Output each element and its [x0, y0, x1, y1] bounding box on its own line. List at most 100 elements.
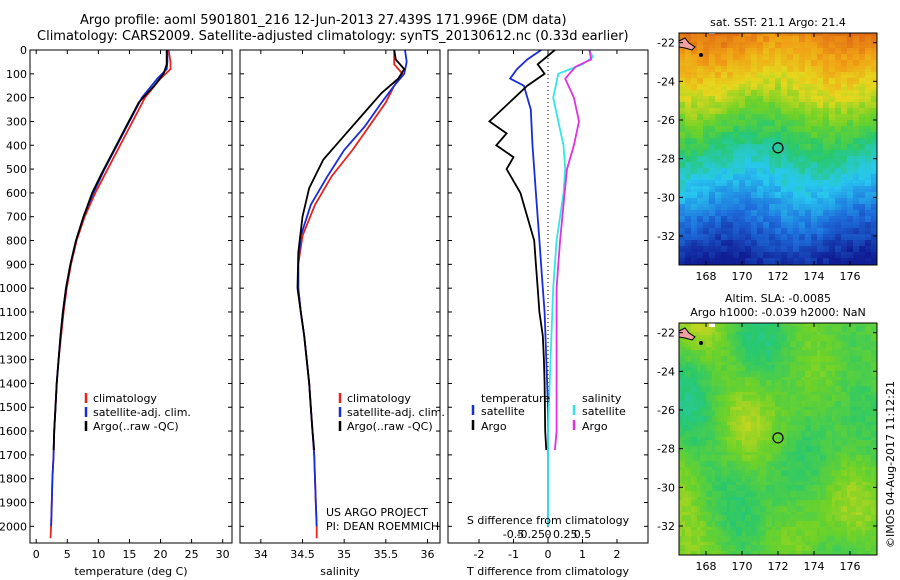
- map-cell: [823, 228, 827, 232]
- map-cell: [751, 186, 755, 190]
- map-cell: [781, 45, 785, 49]
- map-cell: [715, 108, 719, 112]
- map-cell: [688, 117, 692, 121]
- map-cell: [862, 204, 866, 208]
- map-cell: [706, 114, 710, 118]
- map-cell: [709, 189, 713, 193]
- map-cell: [796, 36, 800, 40]
- map-cell: [829, 72, 833, 76]
- map-cell: [715, 237, 719, 241]
- map-cell: [805, 234, 809, 238]
- map-cell: [760, 183, 764, 187]
- map-cell: [712, 237, 716, 241]
- map-cell: [688, 210, 692, 214]
- map-cell: [718, 99, 722, 103]
- map-cell: [697, 129, 701, 133]
- map-cell: [733, 189, 737, 193]
- map-cell: [868, 144, 872, 148]
- map-cell: [817, 42, 821, 46]
- map-cell: [844, 156, 848, 160]
- map-cell: [781, 66, 785, 70]
- map-cell: [808, 258, 812, 262]
- map-cell: [823, 237, 827, 241]
- map-cell: [709, 93, 713, 97]
- map-cell: [775, 39, 779, 43]
- map-cell: [745, 192, 749, 196]
- map-cell: [832, 228, 836, 232]
- map-cell: [706, 195, 710, 199]
- map-cell: [787, 60, 791, 64]
- map-cell: [685, 183, 689, 187]
- map-cell: [757, 45, 761, 49]
- map-cell: [733, 102, 737, 106]
- map-cell: [826, 102, 830, 106]
- map-cell: [691, 144, 695, 148]
- map-cell: [739, 192, 743, 196]
- map-cell: [820, 189, 824, 193]
- map-cell: [838, 231, 842, 235]
- map-cell: [787, 69, 791, 73]
- map-cell: [793, 243, 797, 247]
- map-cell: [745, 240, 749, 244]
- map-cell: [730, 90, 734, 94]
- map-cell: [790, 81, 794, 85]
- map-cell: [871, 111, 875, 115]
- map-cell: [745, 45, 749, 49]
- map-cell: [835, 237, 839, 241]
- map-cell: [721, 216, 725, 220]
- map-cell: [754, 39, 758, 43]
- map-cell: [706, 135, 710, 139]
- map-cell: [817, 102, 821, 106]
- map-cell: [691, 129, 695, 133]
- map-cell: [865, 138, 869, 142]
- map-cell: [703, 96, 707, 100]
- map-cell: [856, 105, 860, 109]
- map-cell: [697, 240, 701, 244]
- map-cell: [793, 219, 797, 223]
- map-cell: [748, 222, 752, 226]
- map-cell: [703, 192, 707, 196]
- map-cell: [706, 51, 710, 55]
- map-cell: [709, 90, 713, 94]
- map-cell: [874, 108, 877, 112]
- map-cell: [703, 189, 707, 193]
- map-cell: [703, 36, 707, 40]
- map-cell: [769, 201, 773, 205]
- map-cell: [748, 66, 752, 70]
- map-cell: [727, 123, 731, 127]
- map-cell: [685, 51, 689, 55]
- map-cell: [739, 114, 743, 118]
- map-cell: [787, 240, 791, 244]
- map-cell: [748, 132, 752, 136]
- map-cell: [754, 192, 758, 196]
- map-cell: [736, 228, 740, 232]
- map-cell: [874, 99, 877, 103]
- map-cell: [796, 99, 800, 103]
- map-cell: [760, 99, 764, 103]
- map-cell: [712, 78, 716, 82]
- map-cell: [799, 93, 803, 97]
- map-cell: [715, 255, 719, 259]
- map-cell: [859, 72, 863, 76]
- map-cell: [808, 159, 812, 163]
- map-cell: [760, 48, 764, 52]
- map-cell: [865, 87, 869, 91]
- map-cell: [775, 84, 779, 88]
- map-cell: [841, 120, 845, 124]
- map-cell: [760, 201, 764, 205]
- map-cell: [826, 213, 830, 217]
- map-cell: [751, 228, 755, 232]
- map-cell: [712, 198, 716, 202]
- map-cell: [721, 240, 725, 244]
- map-cell: [871, 252, 875, 256]
- map-cell: [682, 201, 686, 205]
- map-cell: [850, 249, 854, 253]
- map-cell: [694, 231, 698, 235]
- map-cell: [826, 60, 830, 64]
- map-cell: [790, 39, 794, 43]
- map-cell: [784, 258, 788, 262]
- map-cell: [805, 90, 809, 94]
- map-cell: [715, 138, 719, 142]
- map-cell: [823, 255, 827, 259]
- map-cell: [847, 177, 851, 181]
